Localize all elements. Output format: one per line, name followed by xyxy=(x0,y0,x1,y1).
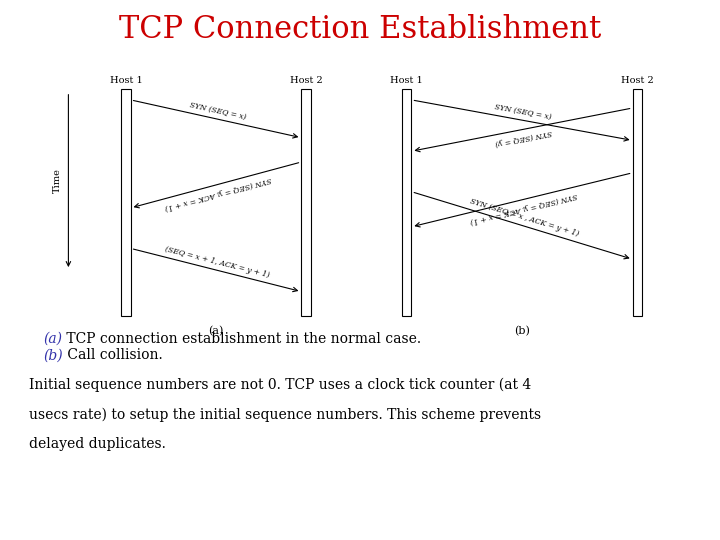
Text: SYN (SEQ = y, ACK = x + 1): SYN (SEQ = y, ACK = x + 1) xyxy=(163,175,272,211)
Text: Host 2: Host 2 xyxy=(289,76,323,85)
Bar xyxy=(633,89,642,316)
Bar xyxy=(402,89,412,316)
Text: SYN (SEQ = y, ACK = x + 1): SYN (SEQ = y, ACK = x + 1) xyxy=(469,191,578,225)
Text: SYN (SEQ = y): SYN (SEQ = y) xyxy=(494,129,552,147)
Text: SYN (SEQ = x): SYN (SEQ = x) xyxy=(189,100,246,121)
Bar xyxy=(121,89,131,316)
Text: SYN (SEQ = x): SYN (SEQ = x) xyxy=(494,103,552,121)
Text: SYN (SEQ = x , ACK = y + 1): SYN (SEQ = x , ACK = y + 1) xyxy=(469,197,580,238)
Text: TCP connection establishment in the normal case.: TCP connection establishment in the norm… xyxy=(62,332,421,346)
Text: (a): (a) xyxy=(208,326,224,336)
Text: Host 1: Host 1 xyxy=(109,76,143,85)
Text: usecs rate) to setup the initial sequence numbers. This scheme prevents: usecs rate) to setup the initial sequenc… xyxy=(29,408,541,422)
Text: (b): (b) xyxy=(514,326,530,336)
Text: (b): (b) xyxy=(43,348,63,362)
Text: Initial sequence numbers are not 0. TCP uses a clock tick counter (at 4: Initial sequence numbers are not 0. TCP … xyxy=(29,378,531,393)
Text: Time: Time xyxy=(53,168,62,193)
Text: Host 1: Host 1 xyxy=(390,76,423,85)
Text: Host 2: Host 2 xyxy=(621,76,654,85)
Text: (a): (a) xyxy=(43,332,62,346)
Text: delayed duplicates.: delayed duplicates. xyxy=(29,437,166,451)
Text: Call collision.: Call collision. xyxy=(63,348,163,362)
Bar xyxy=(301,89,311,316)
Text: TCP Connection Establishment: TCP Connection Establishment xyxy=(119,14,601,44)
Text: (SEQ = x + 1, ACK = y + 1): (SEQ = x + 1, ACK = y + 1) xyxy=(164,245,271,279)
